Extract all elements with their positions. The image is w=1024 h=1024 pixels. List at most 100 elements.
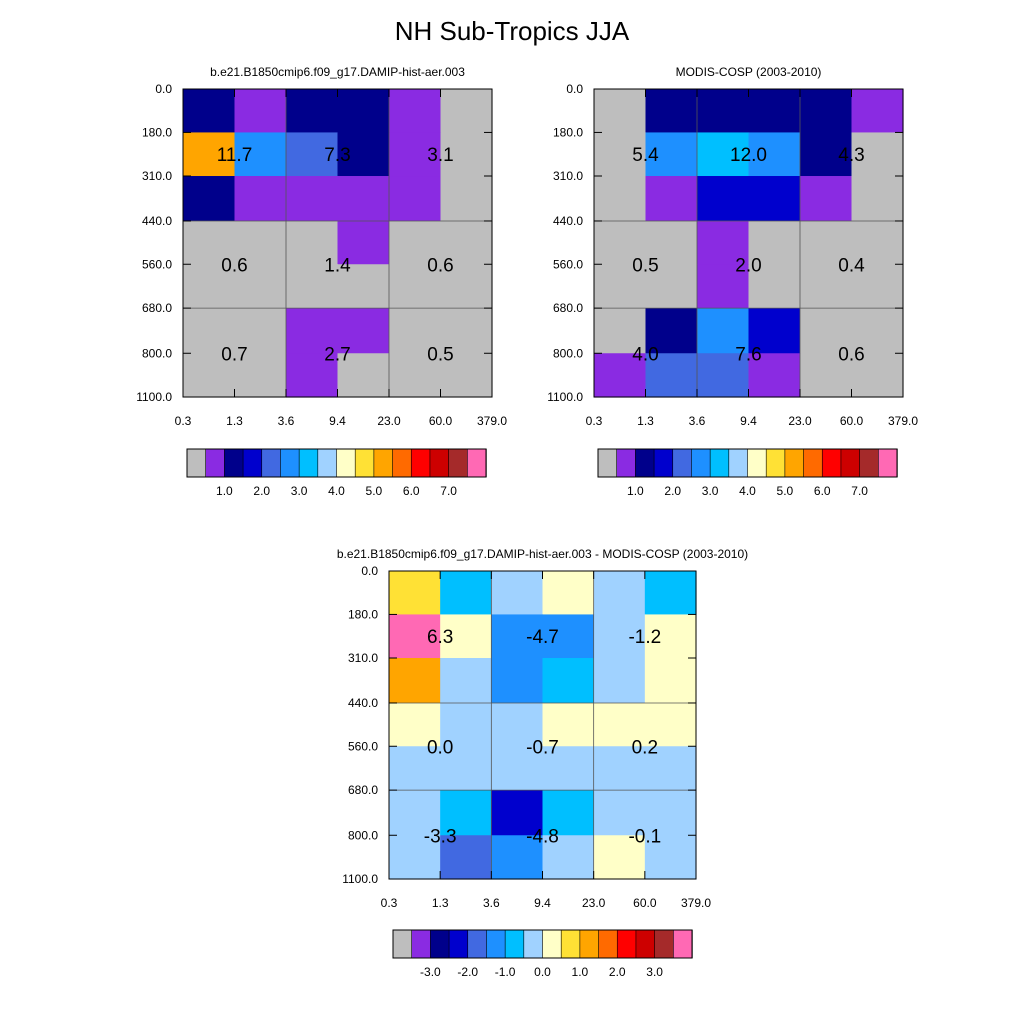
heatmap-cell xyxy=(337,308,390,354)
colorbar-swatch xyxy=(560,929,581,959)
colorbar-swatch xyxy=(635,929,656,959)
heatmap-cell xyxy=(440,658,492,704)
heatmap-cell xyxy=(594,308,647,354)
heatmap-cell xyxy=(697,308,750,354)
x-tick-label: 60.0 xyxy=(840,414,864,428)
y-tick-label: 560.0 xyxy=(348,739,378,753)
colorbar-swatch xyxy=(579,929,600,959)
heatmap-cell xyxy=(389,89,442,134)
heatmap-cell xyxy=(748,89,801,134)
heatmap-cell xyxy=(697,220,750,265)
colorbar-label: 0.0 xyxy=(534,965,551,979)
x-tick-label: 1.3 xyxy=(432,896,449,910)
heatmap-cell xyxy=(389,308,442,354)
block-value-label: 4.0 xyxy=(632,344,658,365)
heatmap-cell xyxy=(645,132,698,177)
heatmap-cell xyxy=(440,835,492,880)
y-tick-label: 800.0 xyxy=(553,346,583,360)
heatmap-cell xyxy=(851,89,904,134)
heatmap-cell xyxy=(645,353,698,398)
heatmap-cell xyxy=(286,264,339,309)
block-value-label: 12.0 xyxy=(730,145,767,166)
colorbar-label: 4.0 xyxy=(739,484,756,498)
y-tick-label: 180.0 xyxy=(348,607,378,621)
heatmap-cell xyxy=(389,571,441,616)
colorbar-swatch xyxy=(430,929,450,959)
heatmap-cell xyxy=(491,835,544,880)
colorbar-swatch xyxy=(261,448,282,478)
y-tick-label: 680.0 xyxy=(348,783,378,797)
heatmap-cell xyxy=(440,264,493,309)
heatmap-cell xyxy=(593,702,646,747)
heatmap-cell xyxy=(697,353,750,398)
colorbar-swatch xyxy=(467,929,488,959)
heatmap-cell xyxy=(337,176,390,222)
colorbar-swatch xyxy=(354,448,375,478)
heatmap-cell xyxy=(389,264,442,309)
heatmap-cell xyxy=(234,176,287,222)
heatmap-cell xyxy=(183,89,236,134)
colorbar-label: 3.0 xyxy=(646,965,663,979)
heatmap-cell xyxy=(234,132,287,177)
heatmap-cell xyxy=(748,176,801,222)
heatmap-cell xyxy=(542,746,595,791)
panel-title-0: b.e21.B1850cmip6.f09_g17.DAMIP-hist-aer.… xyxy=(210,65,465,79)
heatmap-cell xyxy=(748,132,801,177)
colorbar-label: 7.0 xyxy=(851,484,868,498)
y-tick-label: 180.0 xyxy=(553,125,583,139)
heatmap-cell xyxy=(644,790,697,836)
heatmap-cell xyxy=(542,658,595,704)
colorbar-label: 3.0 xyxy=(291,484,308,498)
x-tick-label: 23.0 xyxy=(377,414,401,428)
heatmap-cell xyxy=(542,614,595,659)
heatmap-cell xyxy=(337,132,390,177)
heatmap-cell xyxy=(286,89,339,134)
colorbar-swatch xyxy=(840,448,861,478)
heatmap-cell xyxy=(800,89,853,134)
colorbar-swatch xyxy=(336,448,356,478)
colorbar-swatch xyxy=(486,929,506,959)
x-tick-label: 23.0 xyxy=(582,896,606,910)
y-tick-label: 310.0 xyxy=(553,169,583,183)
colorbar-swatch xyxy=(616,929,637,959)
heatmap-cell xyxy=(645,89,698,134)
y-tick-label: 440.0 xyxy=(348,696,378,710)
heatmap-cell xyxy=(697,132,750,177)
heatmap-cell xyxy=(491,571,544,616)
x-tick-label: 3.6 xyxy=(689,414,706,428)
colorbar-label: -1.0 xyxy=(495,965,516,979)
block-value-label: 7.6 xyxy=(735,344,761,365)
colorbar-swatch xyxy=(411,929,432,959)
y-tick-label: 440.0 xyxy=(142,214,172,228)
heatmap-cell xyxy=(594,353,647,398)
x-tick-label: 3.6 xyxy=(483,896,500,910)
block-value-label: 0.0 xyxy=(427,737,453,758)
heatmap-cell xyxy=(800,308,853,354)
heatmap-cell xyxy=(389,702,441,747)
x-tick-label: 379.0 xyxy=(477,414,507,428)
heatmap-cell xyxy=(491,658,544,704)
y-tick-label: 0.0 xyxy=(566,82,583,96)
heatmap-cell xyxy=(748,264,801,309)
heatmap-cell xyxy=(440,132,493,177)
heatmap-cell xyxy=(593,658,646,704)
y-tick-label: 310.0 xyxy=(142,169,172,183)
heatmap-cell xyxy=(337,353,390,398)
y-tick-label: 1100.0 xyxy=(136,390,172,404)
colorbar-swatch xyxy=(280,448,300,478)
colorbar-swatch xyxy=(317,448,338,478)
block-value-label: 6.3 xyxy=(427,627,453,648)
block-value-label: 4.3 xyxy=(838,145,864,166)
heatmap-cell xyxy=(644,658,697,704)
block-value-label: 0.6 xyxy=(838,344,864,365)
colorbar-swatch xyxy=(654,929,675,959)
colorbar-swatch xyxy=(728,448,749,478)
colorbar-label: 1.0 xyxy=(627,484,644,498)
heatmap-cell xyxy=(440,220,493,265)
heatmap-cell xyxy=(851,176,904,222)
block-value-label: 0.7 xyxy=(221,344,247,365)
panel-title-1: MODIS-COSP (2003-2010) xyxy=(676,65,822,79)
heatmap-cell xyxy=(645,220,698,265)
heatmap-cell xyxy=(697,89,750,134)
heatmap-cell xyxy=(594,264,647,309)
